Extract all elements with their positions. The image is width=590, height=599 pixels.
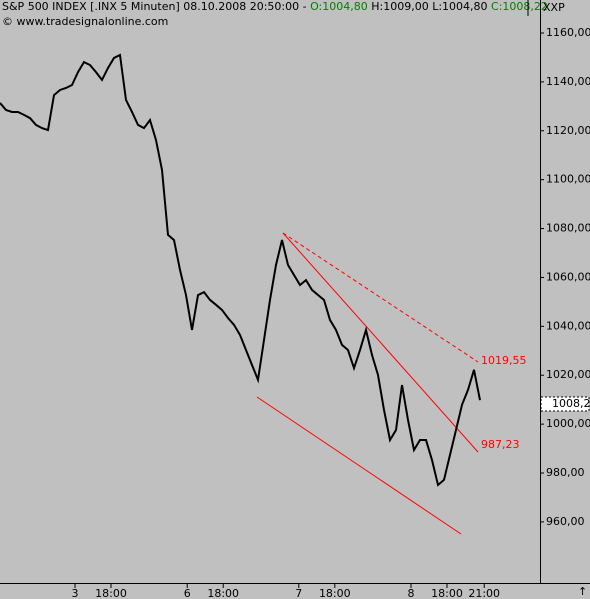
y-tick-label: 1000,00 bbox=[546, 417, 590, 430]
x-tick-label: 18:00 bbox=[207, 587, 239, 599]
x-tick-label: 8 bbox=[408, 587, 415, 599]
y-tick-label: 1040,00 bbox=[546, 319, 590, 332]
trend-line bbox=[256, 396, 462, 535]
price-line bbox=[0, 53, 481, 487]
scroll-arrow[interactable]: ↑ bbox=[578, 585, 587, 598]
x-tick-label: 21:00 bbox=[468, 587, 500, 599]
annotation: 987,23 bbox=[481, 438, 520, 451]
y-tick-label: 980,00 bbox=[546, 466, 585, 479]
instrument: S&P 500 INDEX [.INX 5 Minuten] 08.10.200… bbox=[2, 0, 310, 13]
x-tick-label: 18:00 bbox=[319, 587, 351, 599]
header-line: S&P 500 INDEX [.INX 5 Minuten] 08.10.200… bbox=[2, 0, 548, 13]
x-tick-label: 3 bbox=[72, 587, 79, 599]
axis-name: XXP bbox=[543, 1, 565, 14]
last-price-box bbox=[540, 396, 590, 412]
source: © www.tradesignalonline.com bbox=[2, 15, 168, 28]
x-tick-label: 18:00 bbox=[95, 587, 127, 599]
trend-line bbox=[282, 232, 479, 453]
high-low: H:1009,00 L:1004,80 bbox=[368, 0, 491, 13]
x-tick-label: 18:00 bbox=[431, 587, 463, 599]
y-tick-label: 1060,00 bbox=[546, 270, 590, 283]
y-tick-label: 1020,00 bbox=[546, 368, 590, 381]
annotation: 1019,55 bbox=[481, 354, 527, 367]
x-tick-label: 7 bbox=[295, 587, 302, 599]
y-tick-label: 1140,00 bbox=[546, 75, 590, 88]
trend-line-dashed bbox=[282, 232, 479, 363]
y-tick-label: 1160,00 bbox=[546, 26, 590, 39]
last-price-label: 1008,22 bbox=[552, 397, 590, 410]
y-tick-label: 1100,00 bbox=[546, 173, 590, 186]
y-tick-label: 960,00 bbox=[546, 515, 585, 528]
open-price: O:1004,80 bbox=[310, 0, 368, 13]
y-tick-label: 1080,00 bbox=[546, 222, 590, 235]
y-tick-label: 1120,00 bbox=[546, 124, 590, 137]
close-price: C:1008,22 bbox=[491, 0, 548, 13]
x-tick-label: 6 bbox=[184, 587, 191, 599]
